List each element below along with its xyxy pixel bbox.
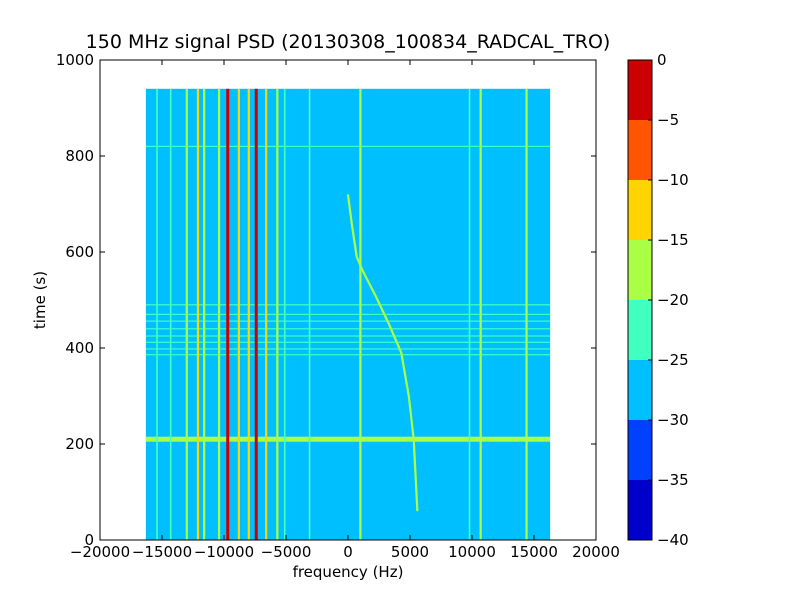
colorbar-segment (628, 300, 652, 360)
heatmap-vertical-line (156, 88, 158, 540)
y-tick-label: 1000 (56, 51, 94, 69)
heatmap-vertical-line (254, 88, 258, 540)
colorbar-ticks: 0 −5 −10 −15 −20 −25 −30 −35 −40 (648, 51, 689, 549)
heatmap-vertical-line (217, 88, 221, 540)
colorbar-segment (628, 60, 652, 120)
chart-title: 150 MHz signal PSD (20130308_100834_RADC… (86, 31, 611, 53)
heatmap-horizontal-line (145, 354, 551, 356)
y-tick-label: 600 (65, 243, 94, 261)
x-tick-label: 0 (343, 543, 353, 561)
spectrogram-heatmap (145, 88, 551, 540)
colorbar-tick-label: −30 (657, 411, 689, 429)
x-tick-label: 5000 (391, 543, 429, 561)
heatmap-vertical-line (196, 88, 200, 540)
x-axis-ticks: −20000 −15000 −10000 −5000 0 5000 10000 15000 20… (70, 60, 620, 561)
heatmap-vertical-line (265, 88, 268, 540)
y-tick-label: 400 (65, 339, 94, 357)
colorbar-tick-label: −5 (657, 111, 679, 129)
colorbar (628, 60, 652, 540)
heatmap-vertical-line (185, 88, 188, 540)
colorbar-segment (628, 420, 652, 480)
x-tick-label: 15000 (510, 543, 558, 561)
colorbar-segment (628, 360, 652, 420)
y-tick-label: 0 (84, 531, 94, 549)
heatmap-vertical-line (525, 88, 528, 540)
heatmap-drifting-signal (346, 194, 419, 512)
colorbar-tick-label: −20 (657, 291, 689, 309)
colorbar-tick-label: 0 (657, 51, 667, 69)
colorbar-tick-label: −10 (657, 171, 689, 189)
colorbar-tick-label: −15 (657, 231, 689, 249)
y-axis-ticks: 0 200 400 600 800 1000 (56, 51, 596, 549)
colorbar-tick-label: −25 (657, 351, 689, 369)
colorbar-segment (628, 480, 652, 540)
heatmap-vertical-line (237, 88, 240, 540)
y-tick-label: 800 (65, 147, 94, 165)
heatmap-horizontal-line (145, 304, 551, 306)
x-axis-label: frequency (Hz) (293, 563, 404, 581)
x-tick-label: −15000 (132, 543, 192, 561)
heatmap-vertical-line (247, 88, 250, 540)
x-tick-label: −5000 (261, 543, 312, 561)
heatmap-vertical-line (283, 88, 286, 540)
heatmap-vertical-line (479, 88, 482, 540)
y-tick-label: 200 (65, 435, 94, 453)
colorbar-segment (628, 180, 652, 240)
heatmap-horizontal-line (145, 320, 551, 322)
heatmap-vertical-line (169, 88, 172, 540)
colorbar-segment (628, 120, 652, 180)
colorbar-segment (628, 240, 652, 300)
heatmap-vertical-line (226, 88, 230, 540)
heatmap-vertical-line (308, 88, 311, 540)
heatmap-horizontal-line (145, 341, 551, 343)
heatmap-horizontal-line (145, 145, 551, 147)
heatmap-vertical-line (468, 88, 471, 540)
x-tick-label: 20000 (572, 543, 620, 561)
x-tick-label: −10000 (194, 543, 254, 561)
heatmap-horizontal-line (145, 436, 551, 442)
colorbar-tick-label: −35 (657, 471, 689, 489)
x-tick-label: −20000 (70, 543, 130, 561)
heatmap-horizontal-line (145, 348, 551, 350)
heatmap-vertical-line (203, 88, 206, 540)
heatmap-horizontal-line (145, 335, 551, 337)
heatmap-horizontal-line (145, 328, 551, 330)
y-axis-label: time (s) (31, 271, 49, 329)
heatmap-horizontal-line (145, 313, 551, 315)
x-tick-label: 10000 (448, 543, 496, 561)
colorbar-tick-label: −40 (657, 531, 689, 549)
heatmap-vertical-line (359, 88, 362, 540)
heatmap-vertical-line (276, 88, 279, 540)
